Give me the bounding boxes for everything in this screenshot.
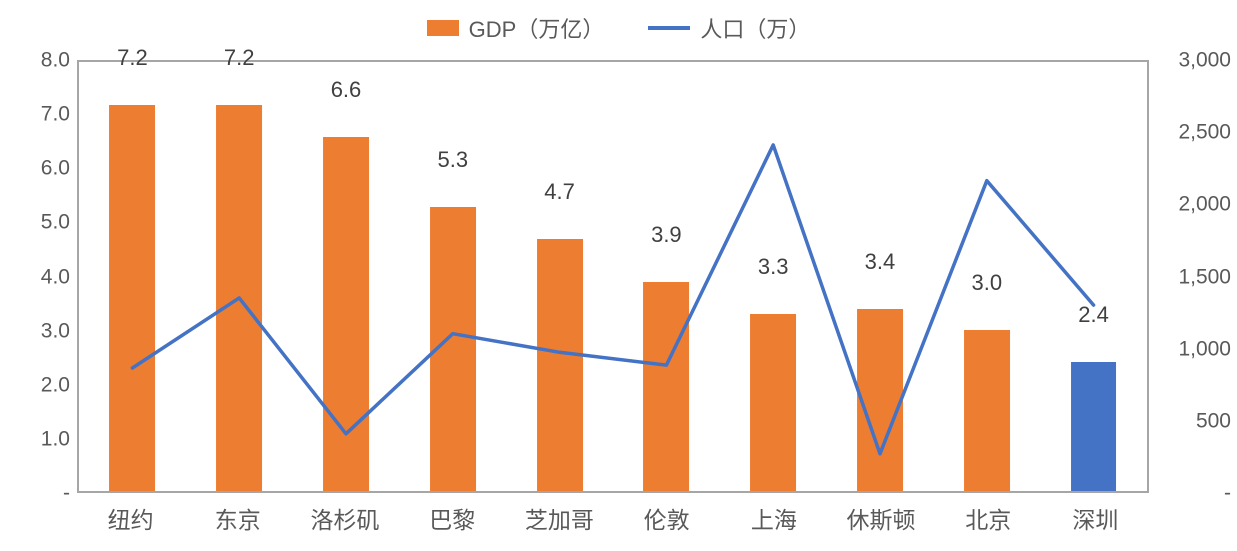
x-axis-label: 芝加哥 — [506, 501, 613, 543]
x-axis-label: 休斯顿 — [827, 501, 934, 543]
x-axis-label: 深圳 — [1042, 501, 1149, 543]
y-right-tick: - — [1161, 483, 1231, 504]
combo-chart: GDP（万亿） 人口（万） - 1.0 2.0 3.0 4.0 5.0 6.0 … — [0, 0, 1237, 551]
plot-area: 7.27.26.65.34.73.93.33.43.02.4 — [77, 60, 1149, 493]
legend-item-gdp: GDP（万亿） — [427, 12, 605, 44]
y-axis-left: - 1.0 2.0 3.0 4.0 5.0 6.0 7.0 8.0 — [0, 60, 70, 493]
x-axis-label: 东京 — [184, 501, 291, 543]
chart-legend: GDP（万亿） 人口（万） — [0, 10, 1237, 46]
x-axis-label: 北京 — [935, 501, 1042, 543]
y-left-tick: 8.0 — [0, 50, 70, 71]
x-axis-label: 巴黎 — [399, 501, 506, 543]
x-axis-label: 洛杉矶 — [291, 501, 398, 543]
legend-item-population: 人口（万） — [648, 12, 810, 44]
y-left-tick: 1.0 — [0, 428, 70, 449]
y-right-tick: 1,000 — [1161, 338, 1231, 359]
y-right-tick: 500 — [1161, 410, 1231, 431]
y-right-tick: 3,000 — [1161, 50, 1231, 71]
y-left-tick: 2.0 — [0, 374, 70, 395]
x-axis: 纽约东京洛杉矶巴黎芝加哥伦敦上海休斯顿北京深圳 — [77, 501, 1149, 543]
y-right-tick: 2,000 — [1161, 194, 1231, 215]
y-right-tick: 1,500 — [1161, 266, 1231, 287]
population-line — [132, 145, 1093, 454]
y-left-tick: 4.0 — [0, 266, 70, 287]
x-axis-label: 纽约 — [77, 501, 184, 543]
x-axis-label: 伦敦 — [613, 501, 720, 543]
y-left-tick: 5.0 — [0, 212, 70, 233]
bar-swatch-icon — [427, 20, 459, 36]
legend-pop-label: 人口（万） — [700, 12, 810, 44]
y-right-tick: 2,500 — [1161, 122, 1231, 143]
y-left-tick: 6.0 — [0, 158, 70, 179]
line-series — [79, 62, 1147, 491]
y-left-tick: 3.0 — [0, 320, 70, 341]
y-axis-right: - 500 1,000 1,500 2,000 2,500 3,000 — [1161, 60, 1231, 493]
y-left-tick: 7.0 — [0, 104, 70, 125]
legend-gdp-label: GDP（万亿） — [469, 12, 605, 44]
y-left-tick: - — [0, 483, 70, 504]
x-axis-label: 上海 — [720, 501, 827, 543]
line-swatch-icon — [648, 26, 690, 30]
